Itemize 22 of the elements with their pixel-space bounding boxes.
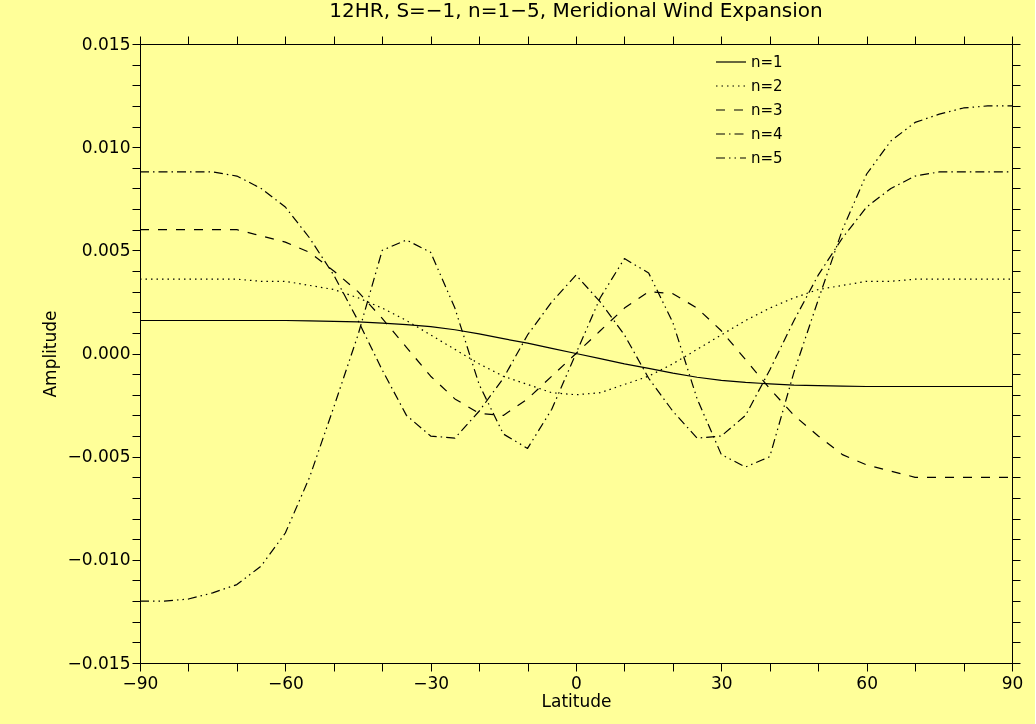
y-axis-title: Amplitude [39,310,60,398]
y-tick-label: 0.000 [81,343,131,363]
y-tick-label: 0.015 [81,33,131,54]
x-tick-label: −30 [413,672,450,693]
x-tick-label: 60 [856,672,878,693]
legend-label: n=5 [751,149,783,167]
y-tick-label: −0.010 [67,549,131,570]
legend-label: n=1 [751,53,783,71]
y-tick-label: −0.015 [67,652,131,673]
x-tick-label: 0 [571,672,582,693]
x-tick-label: −90 [122,672,159,693]
x-tick-label: 30 [711,672,733,693]
legend-label: n=2 [751,77,783,95]
y-tick-label: 0.010 [81,136,131,157]
legend-label: n=4 [751,125,783,143]
x-tick-label: 90 [1001,672,1024,693]
y-tick-label: 0.005 [81,239,131,260]
x-axis-title: Latitude [541,690,612,711]
y-tick-label: −0.005 [67,446,131,467]
legend-label: n=3 [751,101,783,119]
x-tick-label: −60 [267,672,304,693]
chart-title: 12HR, S=−1, n=1−5, Meridional Wind Expansion [329,0,823,22]
